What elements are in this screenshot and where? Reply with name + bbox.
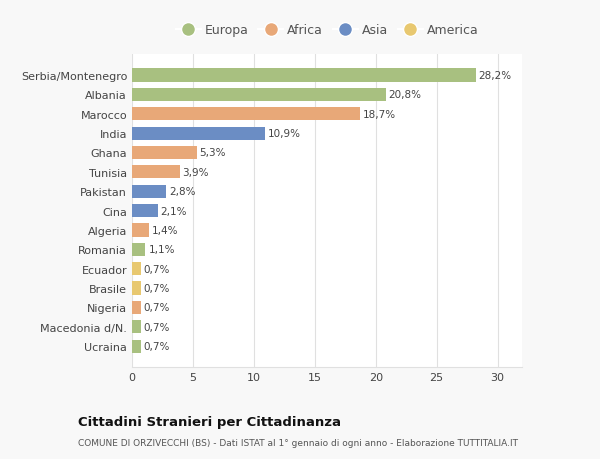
Text: 1,1%: 1,1%: [148, 245, 175, 255]
Text: 0,7%: 0,7%: [143, 284, 170, 293]
Bar: [132, 108, 360, 121]
Bar: [132, 224, 149, 237]
Text: 18,7%: 18,7%: [363, 110, 396, 119]
Bar: [132, 301, 140, 314]
Text: 5,3%: 5,3%: [200, 148, 226, 158]
Bar: [132, 69, 476, 83]
Text: 0,7%: 0,7%: [143, 341, 170, 352]
Text: 20,8%: 20,8%: [389, 90, 422, 100]
Bar: [132, 89, 386, 102]
Text: 2,1%: 2,1%: [161, 206, 187, 216]
Bar: [132, 263, 140, 276]
Text: 0,7%: 0,7%: [143, 264, 170, 274]
Text: 1,4%: 1,4%: [152, 225, 179, 235]
Text: 10,9%: 10,9%: [268, 129, 301, 139]
Bar: [132, 340, 140, 353]
Text: 28,2%: 28,2%: [479, 71, 512, 81]
Text: COMUNE DI ORZIVECCHI (BS) - Dati ISTAT al 1° gennaio di ogni anno - Elaborazione: COMUNE DI ORZIVECCHI (BS) - Dati ISTAT a…: [78, 438, 518, 448]
Bar: [132, 185, 166, 198]
Bar: [132, 166, 179, 179]
Bar: [132, 243, 145, 257]
Bar: [132, 282, 140, 295]
Text: 0,7%: 0,7%: [143, 322, 170, 332]
Text: Cittadini Stranieri per Cittadinanza: Cittadini Stranieri per Cittadinanza: [78, 415, 341, 428]
Bar: [132, 320, 140, 334]
Bar: [132, 146, 197, 160]
Text: 2,8%: 2,8%: [169, 187, 196, 197]
Bar: [132, 127, 265, 140]
Text: 0,7%: 0,7%: [143, 303, 170, 313]
Text: 3,9%: 3,9%: [182, 168, 209, 178]
Bar: [132, 205, 158, 218]
Legend: Europa, Africa, Asia, America: Europa, Africa, Asia, America: [176, 24, 478, 37]
